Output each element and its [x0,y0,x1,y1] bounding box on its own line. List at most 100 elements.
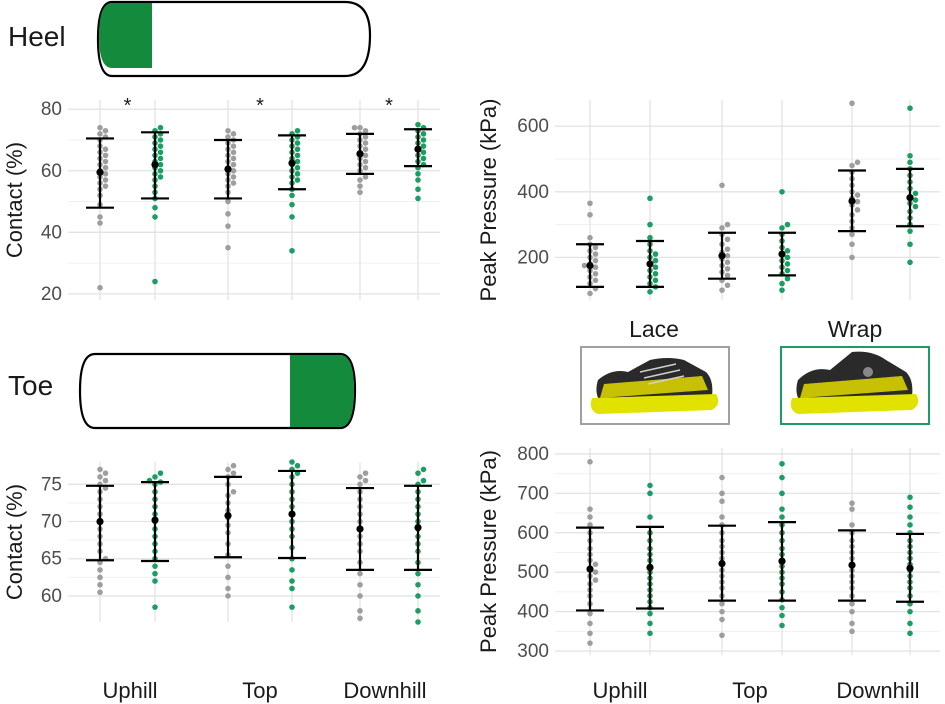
lace-data-point [357,177,363,183]
lace-data-point [719,498,725,505]
wrap-mean-point [778,557,786,565]
lace-data-point [849,620,855,627]
lace-data-point [849,254,855,261]
lace-data-point [849,100,855,107]
wrap-data-point [152,278,158,285]
lace-data-point [225,563,231,569]
y-tick-label: 800 [517,444,549,465]
wrap-data-point [294,158,301,165]
wrap-data-point [294,164,301,171]
wrap-data-point [779,189,785,195]
wrap-data-point [784,267,791,274]
y-tick-label: 400 [517,602,549,623]
x-axis-labels-right: Uphill Top Downhill [592,678,919,703]
wrap-data-point [415,593,421,599]
lace-data-point [849,506,855,512]
lace-data-point [362,140,369,146]
y-tick-label: 20 [41,284,62,305]
wrap-data-point [415,608,421,614]
wrap-data-point [152,604,158,610]
lace-mean-point [848,197,856,205]
lace-data-point [587,630,593,637]
lace-mean-point [356,525,364,533]
toe-peak-pressure-chart: 300 400 500 600 700 800 Peak Pressure (kPa) [476,444,940,662]
wrap-data-point [157,167,164,174]
lace-data-point [102,152,109,159]
lace-data-point [230,462,237,469]
lace-mean-point [848,561,856,569]
lace-data-point [587,522,593,528]
lace-mean-point [586,261,594,270]
wrap-mean-point [288,510,296,518]
lace-data-point [724,252,731,259]
lace-data-point [724,221,731,228]
wrap-data-point [157,143,164,149]
lace-data-point [587,514,593,520]
lace-data-point [97,581,103,588]
lace-data-point [357,608,363,614]
wrap-data-point [652,257,659,264]
x-label-uphill: Uphill [592,678,647,703]
lace-data-point [362,470,369,476]
lace-data-point [587,290,593,297]
wrap-data-point [647,234,653,241]
wrap-data-point [779,460,785,467]
y-tick-label: 400 [517,182,549,203]
wrap-data-point [907,620,913,627]
lace-data-point [357,593,363,599]
wrap-data-point [907,159,913,166]
lace-data-point [225,585,231,592]
y-tick-label: 65 [41,549,62,570]
lace-data-point [97,124,103,131]
wrap-data-point [152,214,158,220]
wrap-data-point [907,259,913,266]
wrap-data-point [415,186,421,193]
legend-wrap-shoe-image [780,346,930,425]
lace-data-point [225,593,231,599]
wrap-data-point [294,127,301,134]
lace-data-point [230,488,237,495]
wrap-data-point [415,570,421,577]
y-axis-label: Contact (%) [2,484,27,600]
legend-wrap-label: Wrap [828,316,883,342]
wrap-data-point [289,585,295,592]
wrap-data-point [907,608,913,615]
lace-data-point [225,134,231,140]
significance-marker: * [256,95,264,117]
wrap-data-point [294,146,301,153]
wrap-data-point [420,477,427,484]
lace-data-point [719,287,725,293]
y-tick-label: 75 [41,474,62,495]
wrap-data-point [420,155,427,162]
lace-mean-point [224,165,232,173]
lace-data-point [230,174,237,180]
lace-data-point [225,211,231,217]
wrap-data-point [420,131,427,137]
wrap-data-point [647,620,653,627]
wrap-data-point [779,225,785,231]
wrap-data-point [157,174,164,180]
lace-data-point [230,161,237,168]
wrap-data-point [779,514,785,520]
wrap-data-point [784,261,791,267]
wrap-mean-point [151,161,159,169]
y-tick-label: 80 [41,99,62,120]
lace-data-point [230,143,237,149]
lace-data-point [351,124,358,131]
lace-data-point [357,183,363,189]
x-label-downhill: Downhill [343,678,426,703]
lace-mean-point [96,168,104,176]
wrap-data-point [289,214,295,220]
lace-data-point [719,616,725,623]
y-axis-label: Peak Pressure (kPa) [476,99,501,302]
lace-data-point [849,608,855,615]
wrap-data-point [784,254,791,261]
y-tick-label: 200 [517,247,549,268]
wrap-data-point [907,494,913,501]
lace-data-point [102,177,109,183]
lace-data-point [724,259,731,266]
legend-lace-shoe-image [580,346,730,425]
wrap-data-point [415,581,421,588]
lace-data-point [724,236,731,243]
toe-region-fill [290,355,354,427]
